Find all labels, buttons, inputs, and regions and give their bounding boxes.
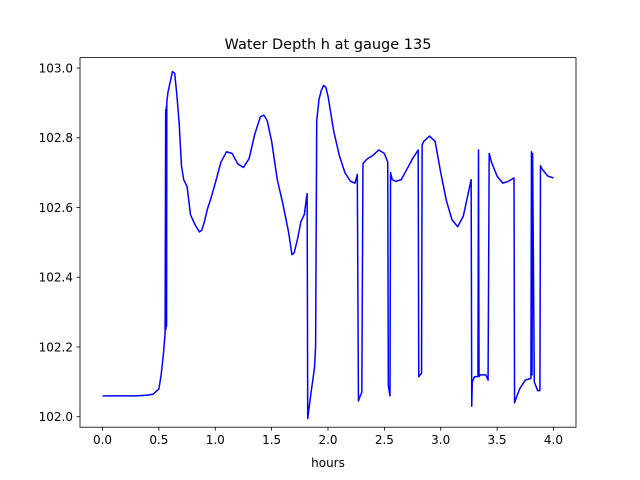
y-axis-ticks: 102.0 102.2 102.4 102.6 102.8 103.0 xyxy=(39,61,80,424)
x-tick-label: 0.0 xyxy=(93,433,112,447)
y-tick-label: 102.8 xyxy=(39,131,73,145)
plot-area-frame xyxy=(79,57,577,428)
chart-title: Water Depth h at gauge 135 xyxy=(225,37,432,53)
y-tick-label: 102.2 xyxy=(39,340,73,354)
y-tick-label: 102.4 xyxy=(39,271,73,285)
series-line-water-depth xyxy=(102,70,554,420)
x-tick-label: 1.5 xyxy=(262,433,281,447)
x-tick-label: 4.0 xyxy=(544,433,563,447)
x-tick-label: 2.0 xyxy=(318,433,337,447)
y-tick-label: 102.6 xyxy=(39,201,73,215)
x-tick-label: 3.5 xyxy=(488,433,507,447)
x-axis-ticks: 0.0 0.5 1.0 1.5 2.0 2.5 3.0 3.5 4.0 xyxy=(93,427,563,447)
x-tick-label: 0.5 xyxy=(149,433,168,447)
y-tick-label: 103.0 xyxy=(39,61,73,75)
x-tick-label: 1.0 xyxy=(206,433,225,447)
y-tick-label: 102.0 xyxy=(39,410,73,424)
x-axis-label: hours xyxy=(311,456,345,470)
x-tick-label: 3.0 xyxy=(431,433,450,447)
x-tick-label: 2.5 xyxy=(375,433,394,447)
